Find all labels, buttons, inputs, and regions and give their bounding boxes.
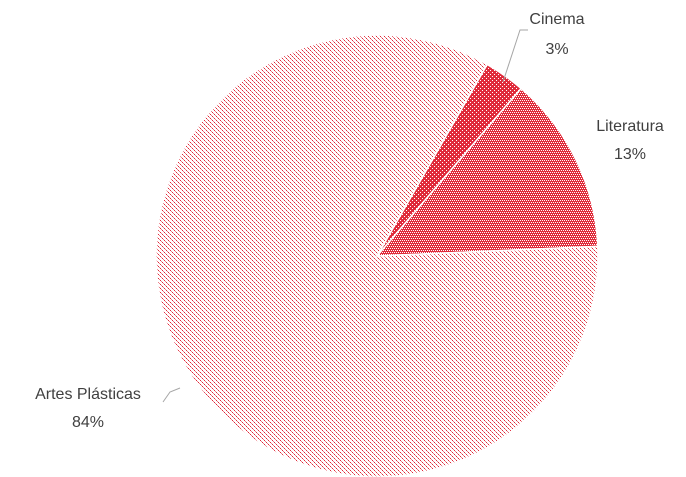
pie-slice <box>155 34 599 477</box>
leader-line <box>162 387 181 403</box>
slice-value: 13% <box>614 146 646 163</box>
pie-slice <box>375 87 599 257</box>
slice-label: Artes Plásticas <box>35 386 141 403</box>
slice-value: 84% <box>72 414 104 431</box>
slice-label: Literatura <box>596 118 664 135</box>
slice-value: 3% <box>545 41 568 58</box>
slice-label: Cinema <box>529 11 584 28</box>
leader-line <box>502 29 528 83</box>
